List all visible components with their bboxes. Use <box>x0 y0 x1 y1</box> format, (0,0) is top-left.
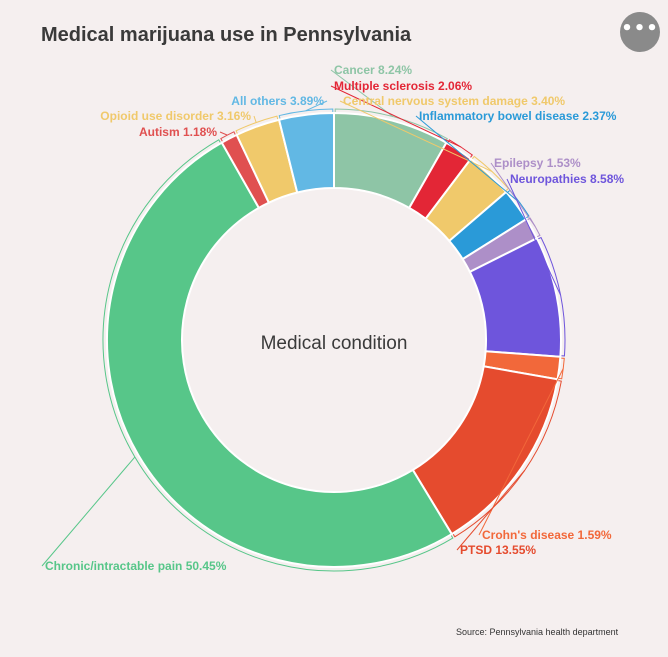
center-label: Medical condition <box>261 333 408 354</box>
connector-chronic-intractable-pain <box>41 456 136 567</box>
connector-central-nervous-system-damage <box>339 100 493 173</box>
bracket-ptsd <box>452 380 562 538</box>
slice-chronic-intractable-pain[interactable] <box>106 141 454 568</box>
label-inflammatory-bowel-disease: Inflammatory bowel disease 2.37% <box>419 109 617 123</box>
label-chronic-intractable-pain: Chronic/intractable pain 50.45% <box>45 559 227 573</box>
label-multiple-sclerosis: Multiple sclerosis 2.06% <box>334 79 472 93</box>
bracket-neuropathies <box>538 236 566 357</box>
label-crohn-s-disease: Crohn's disease 1.59% <box>482 528 612 542</box>
connector-multiple-sclerosis <box>330 85 462 148</box>
label-autism: Autism 1.18% <box>139 125 217 139</box>
label-opioid-use-disorder: Opioid use disorder 3.16% <box>100 109 251 123</box>
bracket-chronic-intractable-pain <box>102 139 454 572</box>
connector-autism <box>219 131 228 136</box>
more-horizontal-icon: ••• <box>621 18 659 39</box>
bracket-epilepsy <box>527 217 541 238</box>
label-epilepsy: Epilepsy 1.53% <box>494 156 581 170</box>
connector-neuropathies <box>506 178 562 296</box>
bracket-all-others <box>278 108 334 119</box>
bracket-multiple-sclerosis <box>447 139 474 158</box>
source-note: Source: Pennsylvania health department <box>456 627 619 637</box>
connector-inflammatory-bowel-disease <box>415 115 521 204</box>
slice-all-others[interactable] <box>277 111 335 194</box>
label-ptsd: PTSD 13.55% <box>460 543 536 557</box>
chart-title: Medical marijuana use in Pennsylvania <box>41 24 412 46</box>
connector-all-others <box>305 100 328 112</box>
more-options-button[interactable]: ••• <box>620 12 660 52</box>
label-central-nervous-system-damage: Central nervous system damage 3.40% <box>343 94 565 108</box>
label-neuropathies: Neuropathies 8.58% <box>510 172 624 186</box>
label-cancer: Cancer 8.24% <box>334 63 412 77</box>
connector-epilepsy <box>490 162 536 227</box>
label-all-others: All others 3.89% <box>231 94 324 108</box>
connector-ptsd <box>456 470 526 551</box>
connector-cancer <box>330 69 394 118</box>
connector-opioid-use-disorder <box>253 115 257 123</box>
